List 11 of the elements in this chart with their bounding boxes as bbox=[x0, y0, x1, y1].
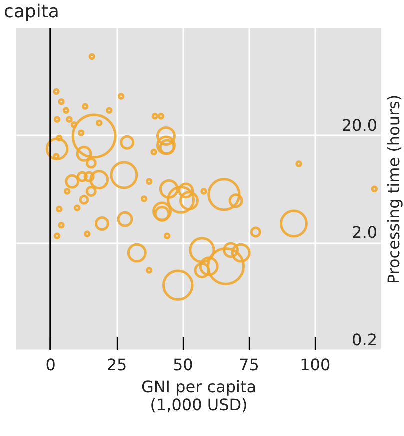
x-tick-label: 25 bbox=[106, 356, 128, 374]
y-tick-label: 2.0 bbox=[352, 223, 378, 242]
x-tick-label: 100 bbox=[300, 356, 331, 374]
y-axis-title: Processing time (hours) bbox=[384, 94, 404, 284]
y-tick-label: 0.2 bbox=[352, 330, 378, 350]
x-tick-label: 0 bbox=[46, 356, 56, 374]
y-tick-label: 20.0 bbox=[342, 116, 378, 135]
x-tick-label: 75 bbox=[239, 356, 260, 374]
chart-title: capita bbox=[4, 1, 60, 22]
x-axis-title: GNI per capita (1,000 USD) bbox=[141, 378, 257, 414]
x-tick-label: 50 bbox=[172, 356, 194, 374]
